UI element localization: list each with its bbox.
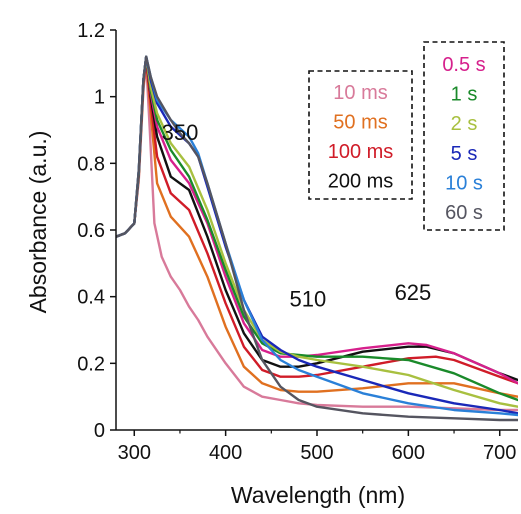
series-layer [116,55,518,422]
y-tick-label: 0.8 [77,153,105,175]
x-tick-label: 400 [209,442,242,464]
annotation-350: 350 [162,120,199,145]
x-tick-label: 500 [300,442,333,464]
axes-layer: 300 400 500 600 700 0 0.2 0.4 0.6 0.8 1 1.2 [77,20,518,464]
legend-entry-200-ms: 200 ms [328,171,394,193]
legend-box-2 [423,41,505,231]
legend-layer: 10 ms 50 ms 100 ms 200 ms 0.5 s 1 s 2 s 5 s 10 s… [308,41,505,231]
legend-entry-10-s: 10 s [445,172,483,194]
annotation-625: 625 [395,280,432,305]
y-tick-label: 1.2 [77,20,105,42]
x-tick-label: 600 [392,442,425,464]
y-tick-label: 0 [94,420,105,442]
annotation-510: 510 [290,287,327,312]
legend-entry-2-s: 2 s [451,113,478,135]
legend-entry-100-ms: 100 ms [328,141,394,163]
y-tick-label: 0.4 [77,287,105,309]
legend-entry-60-s: 60 s [445,202,483,224]
x-axis-title: Wavelength (nm) [231,482,405,508]
y-tick-label: 1 [94,87,105,109]
y-axis-title: Absorbance (a.u.) [25,131,51,314]
legend-entry-10-ms: 10 ms [333,82,387,104]
x-tick-label: 700 [483,442,516,464]
y-tick-label: 0.2 [77,353,105,375]
x-tick-label: 300 [118,442,151,464]
annotations-layer: 350 510 625 [162,120,432,312]
legend-entry-0-5-s: 0.5 s [442,54,485,76]
legend-entry-50-ms: 50 ms [333,112,387,134]
legend-box-1 [308,70,413,200]
series-line-60-s [116,55,518,422]
legend-entry-1-s: 1 s [451,84,478,106]
legend-entry-5-s: 5 s [451,143,478,165]
y-tick-label: 0.6 [77,220,105,242]
